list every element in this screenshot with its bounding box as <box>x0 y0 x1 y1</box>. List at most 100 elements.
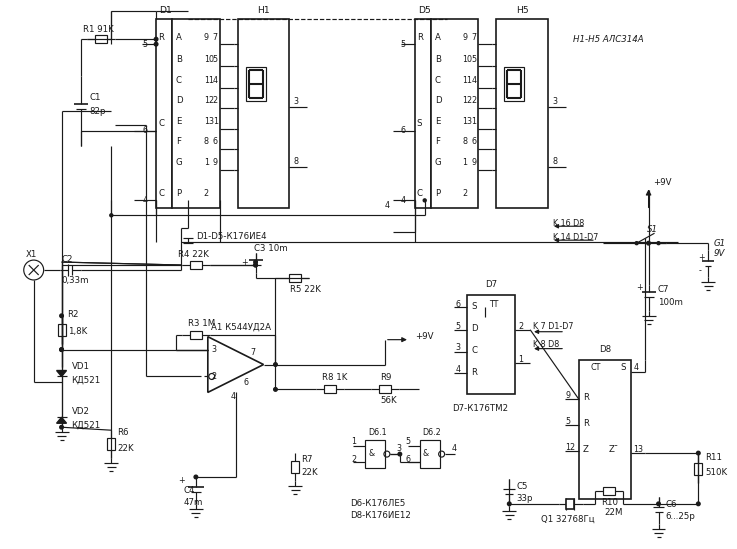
Text: C7: C7 <box>657 285 669 294</box>
Text: 1: 1 <box>518 355 523 364</box>
Text: 3: 3 <box>397 444 402 452</box>
Text: R: R <box>472 368 478 377</box>
Text: 4: 4 <box>213 76 218 86</box>
Text: 13: 13 <box>204 117 214 126</box>
Text: 12: 12 <box>565 442 575 452</box>
Text: Q1 32768Гц: Q1 32768Гц <box>541 516 595 524</box>
Text: 7: 7 <box>472 33 477 42</box>
Circle shape <box>508 502 511 506</box>
Text: R: R <box>583 393 589 402</box>
Text: 8: 8 <box>552 157 557 166</box>
Text: 7: 7 <box>251 348 256 357</box>
Text: C5: C5 <box>516 483 528 491</box>
Circle shape <box>657 242 660 245</box>
Bar <box>57 324 66 335</box>
Circle shape <box>60 314 63 317</box>
Bar <box>579 360 631 499</box>
Text: 6: 6 <box>455 300 461 309</box>
Text: 22K: 22K <box>301 468 318 478</box>
Text: R8 1K: R8 1K <box>322 373 348 382</box>
Text: 2: 2 <box>351 455 356 463</box>
Text: 12: 12 <box>463 97 472 105</box>
Circle shape <box>60 348 63 351</box>
Text: 1: 1 <box>213 117 218 126</box>
Text: 4: 4 <box>142 196 147 205</box>
Text: F: F <box>176 137 181 146</box>
Bar <box>291 461 299 473</box>
Text: R11: R11 <box>705 452 722 462</box>
Text: 9: 9 <box>213 158 218 167</box>
Text: 2: 2 <box>463 189 468 198</box>
Bar <box>420 440 440 468</box>
Text: VD1: VD1 <box>71 362 89 371</box>
Text: H1: H1 <box>257 6 270 15</box>
Circle shape <box>423 199 426 202</box>
Bar <box>379 385 391 394</box>
Text: 2: 2 <box>518 322 523 331</box>
Circle shape <box>273 388 277 391</box>
Text: 9V: 9V <box>713 249 724 257</box>
Text: 8: 8 <box>204 137 209 146</box>
Circle shape <box>254 260 257 264</box>
Text: A1 К544УД2А: A1 К544УД2А <box>211 322 270 331</box>
Bar <box>190 330 202 339</box>
Text: K 8 D8: K 8 D8 <box>533 340 559 349</box>
Text: 6: 6 <box>244 378 248 387</box>
Polygon shape <box>57 371 66 377</box>
Text: A: A <box>435 33 441 42</box>
Text: K 16 D8: K 16 D8 <box>553 219 584 228</box>
Text: 22M: 22M <box>605 508 624 517</box>
Text: R5 22K: R5 22K <box>290 285 321 294</box>
Text: K 7 D1-D7: K 7 D1-D7 <box>533 322 573 331</box>
Text: 3: 3 <box>212 345 217 354</box>
Bar <box>324 385 336 394</box>
Text: 6...25p: 6...25p <box>666 512 696 521</box>
Text: C: C <box>176 76 182 86</box>
Text: 8: 8 <box>293 157 298 166</box>
Text: 5: 5 <box>565 417 570 426</box>
Text: D: D <box>176 97 183 105</box>
Text: H5: H5 <box>516 6 528 15</box>
Text: Zˉ: Zˉ <box>609 445 619 453</box>
Text: A: A <box>176 33 182 42</box>
Text: 22K: 22K <box>117 444 134 452</box>
Text: R7: R7 <box>301 455 312 463</box>
Text: X1: X1 <box>26 250 37 259</box>
Text: C: C <box>158 189 164 198</box>
Text: D: D <box>472 324 478 333</box>
Text: S: S <box>621 363 626 372</box>
Text: 33p: 33p <box>516 494 533 503</box>
Circle shape <box>254 264 257 267</box>
Text: R: R <box>158 33 164 42</box>
Text: 5: 5 <box>472 54 477 64</box>
Circle shape <box>657 502 660 506</box>
Text: TT: TT <box>489 300 499 309</box>
Text: R9: R9 <box>380 373 391 382</box>
Text: P: P <box>435 189 440 198</box>
Text: R6: R6 <box>117 428 129 436</box>
Text: D7: D7 <box>485 281 497 289</box>
Text: 13: 13 <box>463 117 472 126</box>
Text: 5: 5 <box>406 436 411 446</box>
Text: 47m: 47m <box>184 498 203 507</box>
Text: 1,8K: 1,8K <box>68 327 87 336</box>
Text: R: R <box>416 33 423 42</box>
Text: F: F <box>435 137 440 146</box>
Text: D5: D5 <box>419 6 431 15</box>
Text: 2: 2 <box>472 97 477 105</box>
Text: H1-H5 АЛС314А: H1-H5 АЛС314А <box>573 35 643 44</box>
Text: 11: 11 <box>463 76 472 86</box>
Text: D6-К176ЛЕ5: D6-К176ЛЕ5 <box>350 500 405 508</box>
Text: B: B <box>435 54 441 64</box>
Text: R2: R2 <box>68 310 79 320</box>
Text: 9: 9 <box>472 158 477 167</box>
Text: D8-К176ИЕ12: D8-К176ИЕ12 <box>350 511 411 520</box>
Circle shape <box>60 425 63 429</box>
Bar <box>290 274 301 282</box>
Text: C: C <box>472 346 478 355</box>
Text: 100m: 100m <box>657 298 682 307</box>
Text: Z: Z <box>583 445 589 453</box>
Text: S1: S1 <box>646 225 657 234</box>
Circle shape <box>154 37 158 41</box>
Bar <box>172 19 220 208</box>
